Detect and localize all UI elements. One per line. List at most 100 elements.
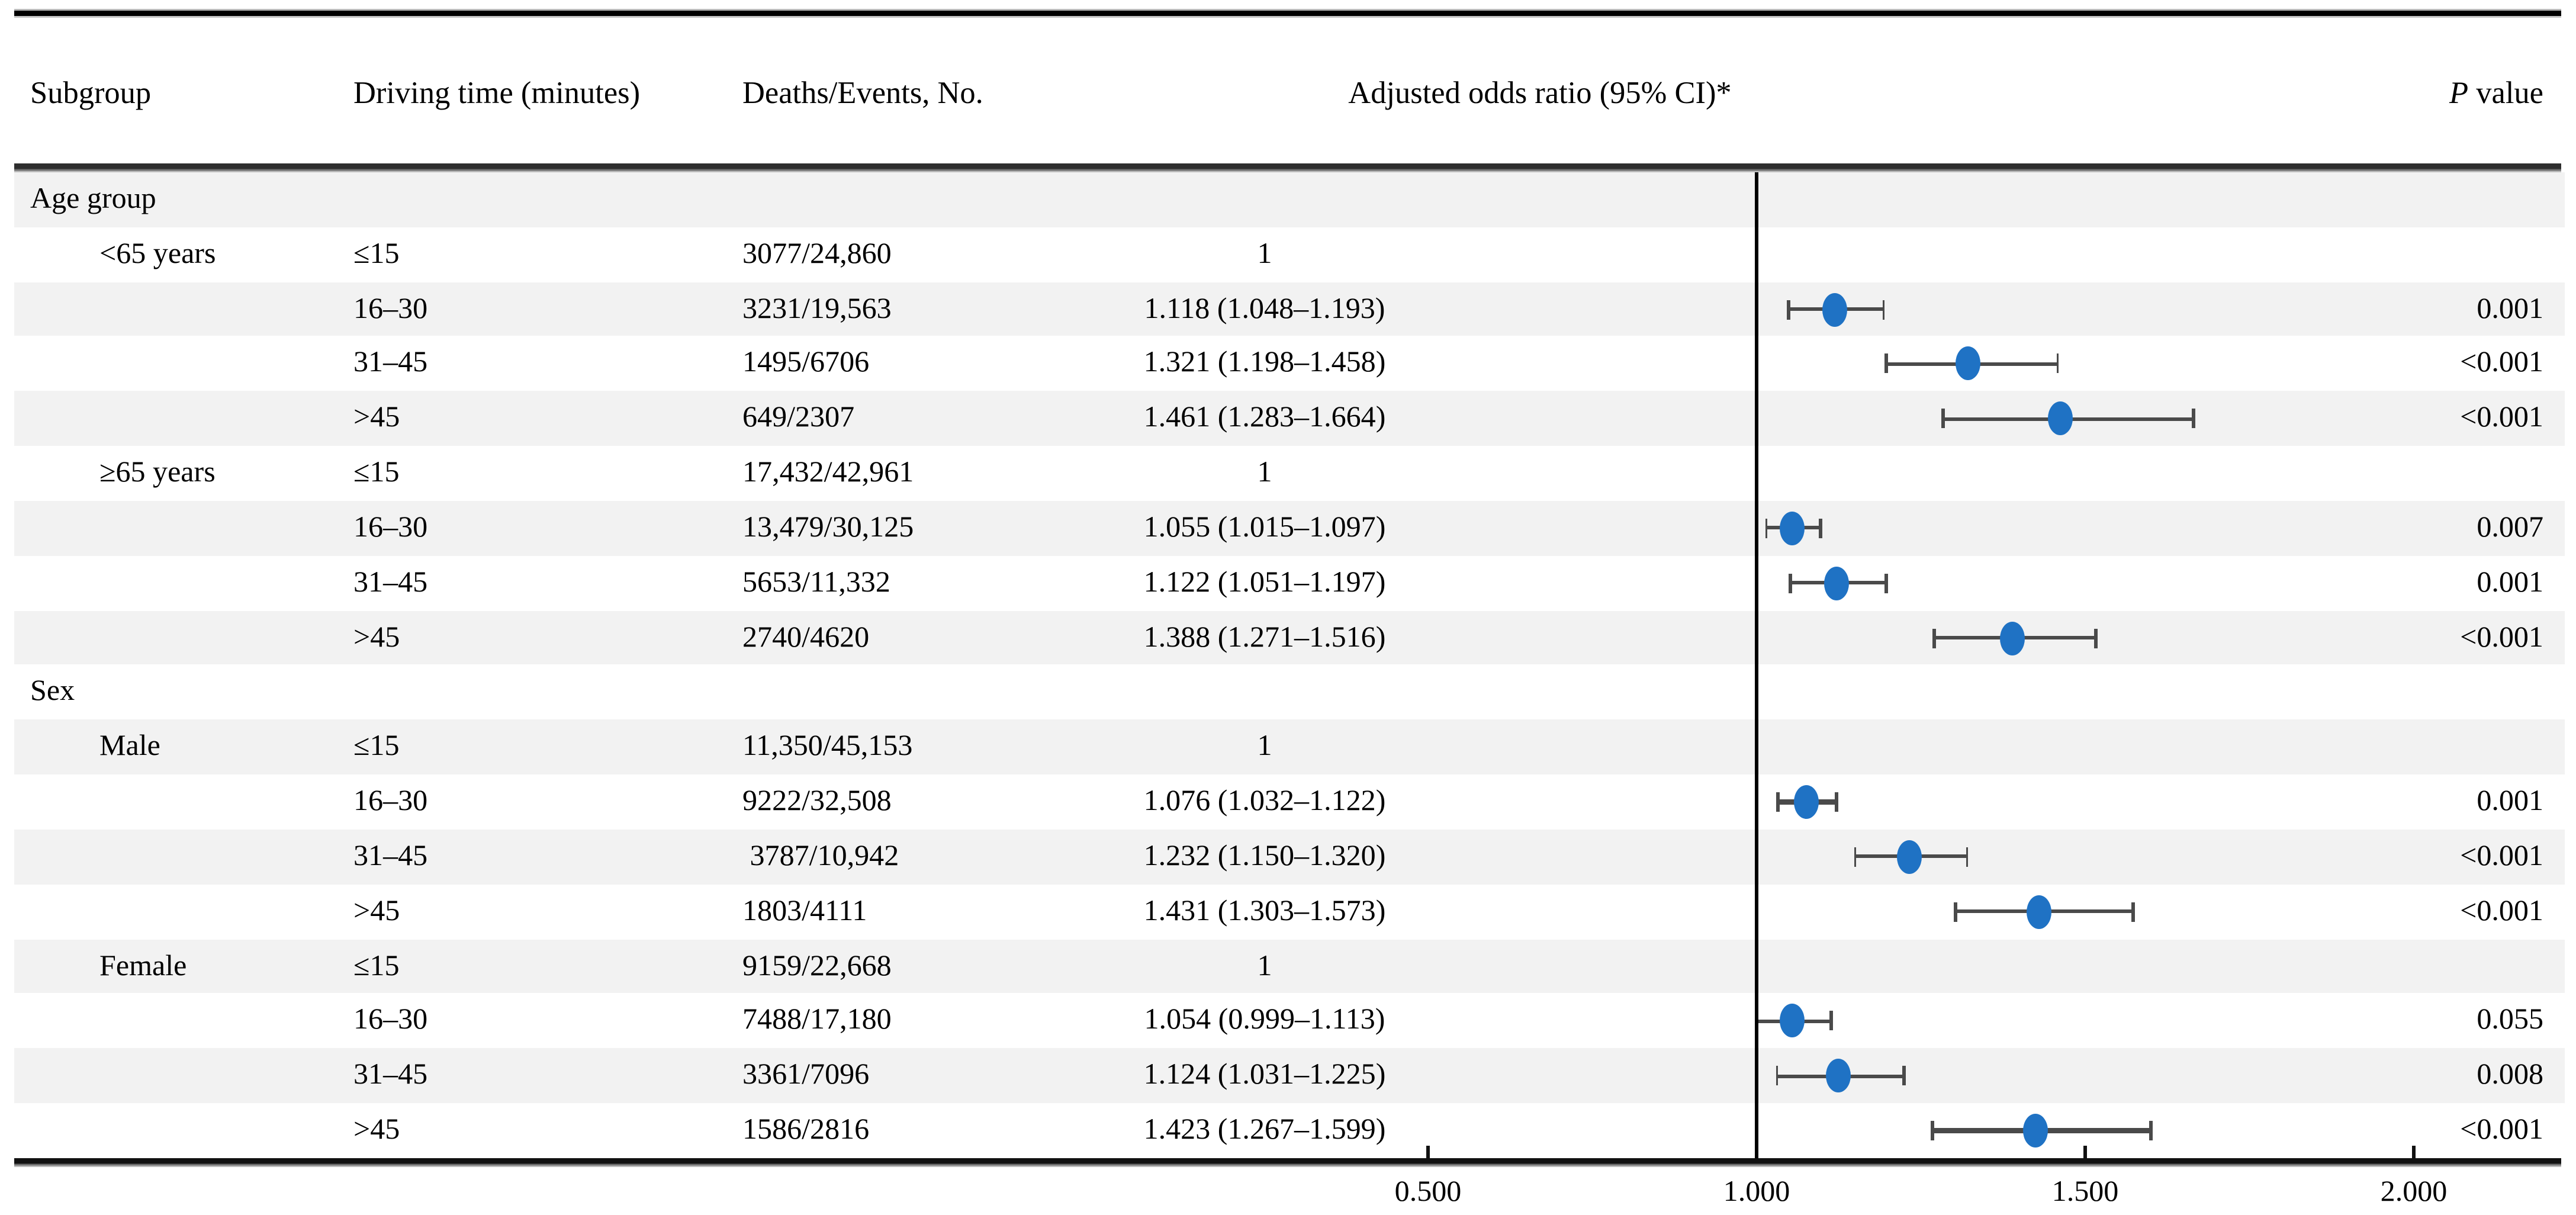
ci-cap-right xyxy=(1882,299,1885,319)
subgroup-cell: <65 years xyxy=(99,236,216,270)
subgroup-cell: ≥65 years xyxy=(99,455,216,489)
point-estimate-marker xyxy=(2047,401,2072,436)
table-row: 16–30 3231/19,563 1.118 (1.048–1.193) 0.001 xyxy=(0,281,2575,336)
deaths-events-cell: 1495/6706 xyxy=(742,345,870,380)
point-estimate-marker xyxy=(2027,894,2053,928)
deaths-events-cell: 3077/24,860 xyxy=(742,236,892,270)
odds-ratio-cell: 1.423 (1.267–1.599) xyxy=(1143,1112,1386,1146)
point-estimate-marker xyxy=(1999,621,2024,655)
table-row: ≥65 years ≤15 17,432/42,961 1 xyxy=(0,446,2575,500)
p-value-cell: 0.007 xyxy=(2477,509,2543,544)
ci-cap-right xyxy=(2149,1120,2152,1140)
ci-cap-left xyxy=(1776,792,1780,812)
p-value-italic-p: P xyxy=(2449,75,2469,110)
x-axis-tick-label: 2.000 xyxy=(2380,1174,2448,1208)
odds-ratio-cell: 1.232 (1.150–1.320) xyxy=(1143,838,1386,872)
driving-time-cell: 16–30 xyxy=(353,783,428,818)
odds-ratio-cell: 1 xyxy=(1257,728,1272,763)
ci-cap-right xyxy=(2056,354,2060,374)
driving-time-cell: ≤15 xyxy=(353,947,400,982)
driving-time-cell: >45 xyxy=(353,1112,400,1146)
p-value-cell: <0.001 xyxy=(2460,345,2543,380)
ci-cap-right xyxy=(1884,573,1888,593)
driving-time-cell: 16–30 xyxy=(353,290,428,324)
col-header-deaths-events: Deaths/Events, No. xyxy=(742,75,983,110)
table-row: 31–45 3787/10,942 1.232 (1.150–1.320) <0.0… xyxy=(0,829,2575,884)
ci-cap-right xyxy=(2131,901,2135,921)
table-row: 31–45 3361/7096 1.124 (1.031–1.225) 0.008 xyxy=(0,1048,2575,1103)
x-axis-tick-label: 1.500 xyxy=(2051,1174,2119,1208)
p-value-rest: value xyxy=(2468,75,2543,110)
point-estimate-marker xyxy=(1780,511,1806,545)
p-value-cell: <0.001 xyxy=(2460,619,2543,653)
driving-time-cell: 31–45 xyxy=(353,345,428,380)
ci-cap-left xyxy=(1933,628,1937,648)
ci-cap-left xyxy=(1930,1120,1934,1140)
driving-time-cell: >45 xyxy=(353,619,400,653)
p-value-cell: <0.001 xyxy=(2460,838,2543,872)
odds-ratio-cell: 1.431 (1.303–1.573) xyxy=(1143,893,1386,927)
driving-time-cell: 31–45 xyxy=(353,1057,428,1091)
p-value-cell: 0.001 xyxy=(2477,783,2543,818)
point-estimate-marker xyxy=(1821,292,1847,326)
p-value-cell: <0.001 xyxy=(2460,1112,2543,1146)
subgroup-cell: Female xyxy=(99,947,187,982)
deaths-events-cell: 7488/17,180 xyxy=(742,1002,892,1037)
ci-cap-right xyxy=(2191,409,2195,429)
point-estimate-marker xyxy=(1825,1059,1851,1093)
table-row: Female ≤15 9159/22,668 1 xyxy=(0,938,2575,994)
deaths-events-cell: 5653/11,332 xyxy=(742,564,890,599)
x-axis-tick xyxy=(2412,1146,2416,1158)
odds-ratio-cell: 1.321 (1.198–1.458) xyxy=(1143,345,1386,380)
ci-cap-right xyxy=(2094,628,2098,648)
p-value-cell: <0.001 xyxy=(2460,400,2543,434)
driving-time-cell: ≤15 xyxy=(353,455,400,489)
table-row: 16–30 9222/32,508 1.076 (1.032–1.122) 0.001 xyxy=(0,774,2575,829)
x-axis-tick xyxy=(2083,1146,2087,1158)
table-row: 16–30 13,479/30,125 1.055 (1.015–1.097) 0.0… xyxy=(0,500,2575,555)
ci-cap-left xyxy=(1885,354,1889,374)
driving-time-cell: 16–30 xyxy=(353,509,428,544)
deaths-events-cell: 11,350/45,153 xyxy=(742,728,913,763)
ci-cap-right xyxy=(1835,792,1839,812)
x-axis-tick xyxy=(1426,1146,1430,1158)
x-axis-tick-label: 1.000 xyxy=(1723,1174,1790,1208)
p-value-cell: <0.001 xyxy=(2460,893,2543,927)
odds-ratio-cell: 1.388 (1.271–1.516) xyxy=(1143,619,1386,653)
table-row: >45 649/2307 1.461 (1.283–1.664) <0.001 xyxy=(0,391,2575,446)
deaths-events-cell: 3231/19,563 xyxy=(742,290,892,324)
deaths-events-cell: 2740/4620 xyxy=(742,619,870,653)
header-rule xyxy=(14,163,2561,172)
top-rule xyxy=(14,9,2561,18)
ci-cap-left xyxy=(1954,901,1957,921)
deaths-events-cell: 3361/7096 xyxy=(742,1057,870,1091)
ci-cap-left xyxy=(1941,409,1944,429)
table-row: >45 1803/4111 1.431 (1.303–1.573) <0.001 xyxy=(0,884,2575,938)
ci-cap-left xyxy=(1788,573,1792,593)
bottom-rule-x-axis xyxy=(14,1158,2561,1167)
odds-ratio-cell: 1.076 (1.032–1.122) xyxy=(1143,783,1386,818)
p-value-cell: 0.001 xyxy=(2477,290,2543,324)
p-value-cell: 0.001 xyxy=(2477,564,2543,599)
odds-ratio-cell: 1.054 (0.999–1.113) xyxy=(1144,1002,1385,1037)
driving-time-cell: ≤15 xyxy=(353,236,400,270)
driving-time-cell: >45 xyxy=(353,400,400,434)
driving-time-cell: 16–30 xyxy=(353,1002,428,1037)
point-estimate-marker xyxy=(1955,347,1980,381)
point-estimate-marker xyxy=(1824,566,1850,600)
table-row: >45 1586/2816 1.423 (1.267–1.599) <0.001 xyxy=(0,1103,2575,1158)
odds-ratio-cell: 1.118 (1.048–1.193) xyxy=(1144,290,1385,324)
table-row: 31–45 1495/6706 1.321 (1.198–1.458) <0.001 xyxy=(0,336,2575,391)
col-header-subgroup: Subgroup xyxy=(30,75,152,110)
driving-time-cell: ≤15 xyxy=(353,728,400,763)
subgroup-section-label: Sex xyxy=(30,674,75,708)
table-row: 31–45 5653/11,332 1.122 (1.051–1.197) 0.001 xyxy=(0,555,2575,610)
point-estimate-marker xyxy=(1779,1004,1805,1038)
deaths-events-cell: 17,432/42,961 xyxy=(742,455,914,489)
ci-cap-left xyxy=(1786,299,1790,319)
deaths-events-cell: 1586/2816 xyxy=(742,1112,870,1146)
deaths-events-cell: 13,479/30,125 xyxy=(742,509,914,544)
p-value-cell: 0.055 xyxy=(2477,1002,2543,1037)
ci-cap-right xyxy=(1903,1066,1906,1086)
driving-time-cell: 31–45 xyxy=(353,564,428,599)
